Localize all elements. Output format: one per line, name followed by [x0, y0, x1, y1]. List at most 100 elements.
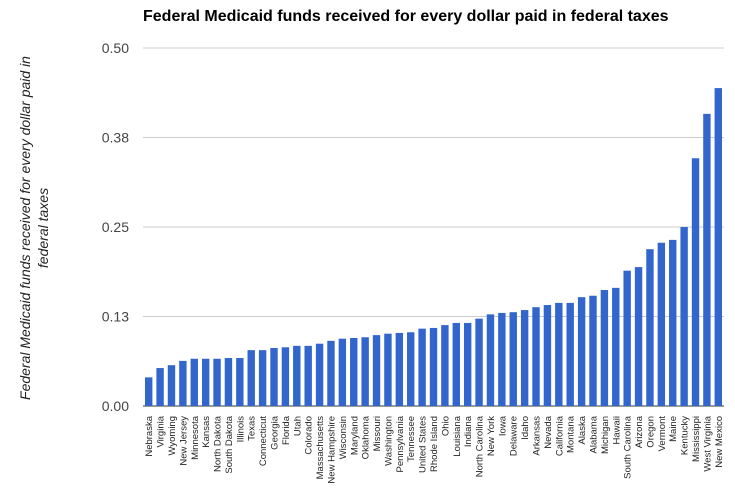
- bar: [270, 348, 278, 406]
- bar: [213, 358, 221, 406]
- y-tick-label: 0.38: [102, 130, 129, 146]
- x-tick-label: Vermont: [657, 416, 668, 452]
- x-tick-label: Idaho: [520, 416, 531, 440]
- x-tick-label: Ohio: [440, 416, 451, 436]
- bar: [167, 365, 176, 406]
- bar: [600, 290, 609, 406]
- x-tick-label: Nebraska: [144, 415, 155, 456]
- bar: [498, 312, 506, 406]
- bar: [327, 340, 335, 406]
- bar: [429, 327, 438, 406]
- bar: [372, 335, 381, 406]
- x-tick-label: Maryland: [349, 416, 360, 455]
- bar: [669, 239, 677, 406]
- x-tick-label: Colorado: [304, 416, 315, 455]
- x-tick-label: Nevada: [543, 415, 554, 448]
- y-tick-label: 0.13: [102, 309, 129, 325]
- bar: [407, 332, 415, 406]
- bar: [509, 312, 517, 406]
- bar: [680, 227, 688, 406]
- x-tick-label: North Carolina: [475, 415, 486, 477]
- bar: [144, 377, 153, 406]
- x-tick-label: Iowa: [497, 415, 508, 436]
- x-tick-label: Pennsylvania: [395, 415, 406, 472]
- x-tick-label: Kansas: [201, 416, 212, 448]
- x-tick-label: Rhode Island: [429, 416, 440, 472]
- bar: [156, 368, 164, 406]
- x-tick-label: Delaware: [509, 416, 520, 456]
- x-tick-label: Arkansas: [532, 416, 543, 456]
- x-tick-label: South Dakota: [224, 415, 235, 473]
- bar: [634, 267, 643, 406]
- x-tick-label: Alaska: [577, 415, 588, 444]
- bar: [258, 350, 267, 406]
- x-tick-label: Kentucky: [680, 416, 691, 455]
- x-tick-label: Maine: [668, 416, 679, 442]
- bar: [657, 242, 666, 406]
- bar: [361, 337, 369, 406]
- bar: [395, 332, 404, 406]
- x-tick-label: Hawaii: [611, 416, 622, 445]
- bar: [646, 249, 654, 406]
- bar: [190, 358, 198, 406]
- bar: [247, 350, 255, 406]
- bar: [486, 314, 495, 406]
- bar: [224, 358, 233, 406]
- x-tick-label: Texas: [247, 416, 258, 441]
- bar: [612, 287, 620, 406]
- bar: [589, 295, 597, 406]
- bar: [418, 328, 426, 406]
- x-tick-label: Oklahoma: [361, 415, 372, 459]
- x-tick-label: Florida: [281, 415, 292, 445]
- bar: [315, 343, 324, 406]
- bar: [691, 158, 700, 406]
- x-tick-label: West Virginia: [702, 415, 713, 471]
- bar: [623, 270, 631, 406]
- x-tick-label: Georgia: [270, 415, 281, 450]
- y-tick-label: 0.25: [102, 219, 129, 235]
- x-tick-label: Washington: [383, 416, 394, 466]
- bar: [201, 358, 210, 406]
- x-tick-label: Wyoming: [167, 416, 178, 456]
- bar: [475, 318, 483, 406]
- x-tick-label: Tennessee: [406, 416, 417, 462]
- bar: [350, 337, 358, 406]
- x-tick-label: Louisiana: [452, 415, 463, 456]
- bar: [714, 88, 723, 406]
- x-tick-label: Mississippi: [691, 416, 702, 462]
- x-tick-label: Minnesota: [190, 415, 201, 460]
- x-tick-label: Alabama: [588, 415, 599, 453]
- x-tick-label: United States: [418, 416, 429, 473]
- bar: [338, 338, 347, 406]
- bar: [463, 322, 472, 406]
- x-tick-label: New Mexico: [714, 416, 725, 468]
- x-tick-label: California: [554, 415, 565, 456]
- bar: [236, 358, 244, 406]
- x-tick-label: Michigan: [600, 416, 611, 454]
- bar: [452, 322, 460, 406]
- x-tick-label: Illinois: [235, 416, 246, 443]
- x-tick-label: South Carolina: [623, 415, 634, 479]
- x-tick-label: North Dakota: [213, 415, 224, 472]
- x-tick-label: Montana: [566, 415, 577, 453]
- bar: [520, 310, 529, 406]
- x-tick-label: Massachusetts: [315, 416, 326, 480]
- bar: [293, 345, 301, 406]
- x-tick-label: Missouri: [372, 416, 383, 451]
- bar: [281, 347, 290, 406]
- bar: [577, 297, 586, 406]
- x-tick-label: Wisconsin: [338, 416, 349, 459]
- x-tick-label: Indiana: [463, 415, 474, 447]
- chart-title: Federal Medicaid funds received for ever…: [143, 8, 669, 25]
- x-tick-label: Oregon: [645, 416, 656, 448]
- x-tick-label: Utah: [292, 416, 303, 436]
- x-tick-label: New Jersey: [178, 416, 189, 466]
- x-tick-label: New York: [486, 416, 497, 456]
- bar: [304, 345, 312, 406]
- bar: [555, 302, 563, 406]
- bar: [566, 302, 574, 406]
- y-tick-label: 0.00: [102, 398, 129, 414]
- x-tick-label: Virginia: [156, 415, 167, 447]
